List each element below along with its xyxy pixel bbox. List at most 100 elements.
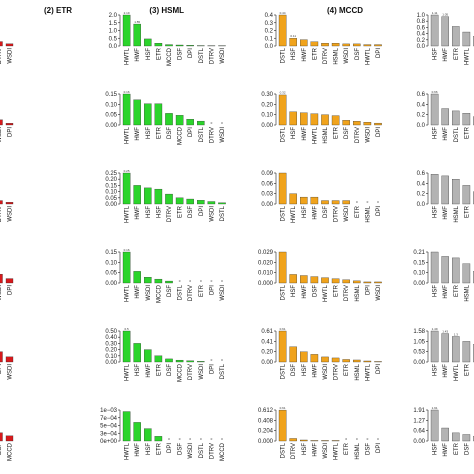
category-label: WSDI: [188, 443, 194, 459]
category-label: HWF: [135, 127, 141, 141]
bar: [441, 256, 449, 284]
category-label: HWTL: [125, 205, 131, 223]
bar: [363, 360, 372, 363]
column-title-mccd: (4) MCCD: [327, 6, 363, 15]
bar: [452, 336, 460, 363]
data-label: 1.05: [442, 12, 448, 16]
y-tick-label: 0.6: [417, 25, 426, 31]
category-label: HWTL: [125, 442, 131, 460]
y-tick-label: 1.05: [413, 339, 425, 345]
panel-hsml-row2: 0.00 0.05 0.10 0.15 0.16 HWTL HWF HSF ETR DSF MCCD…: [105, 90, 226, 145]
category-label: WSDI: [8, 48, 14, 64]
y-tick-label: 1.58: [413, 329, 425, 335]
y-tick-label: 0.40: [105, 335, 117, 341]
bar: [374, 361, 382, 363]
y-tick-label: 1e−03: [100, 408, 118, 414]
bar: [430, 93, 439, 126]
y-tick-label: 0.029: [258, 250, 274, 256]
bar: [207, 201, 216, 205]
bar: [165, 280, 173, 284]
bar: [363, 281, 372, 284]
panel-last-row6: 0.000.641.271.911.91HSFHWFETRDSFDSTLWSDI: [413, 406, 474, 457]
column-title-hsml: (3) HSML: [149, 6, 184, 15]
category-label: HWF: [443, 206, 449, 220]
y-tick-label: 0.0: [417, 44, 426, 50]
category-label: WSDI: [209, 206, 215, 222]
bar: [289, 274, 297, 284]
data-label: 1.55: [134, 20, 140, 24]
category-label: MCCD: [178, 363, 184, 382]
data-label: 0.16: [124, 248, 130, 252]
panel-mccd-row3: 0.00 0.03 0.06 0.09 DSTL HWTL HSF HWF DSF DTRV WSD…: [261, 171, 382, 223]
panel-last-row4: 0.000.100.150.21HSFHWFETRHSMLDSFDSTL: [413, 250, 474, 302]
category-label: HWF: [146, 364, 152, 378]
data-label: 0.66: [432, 90, 438, 94]
y-tick-label: 0.50: [105, 329, 117, 335]
panel-mccd-row5: 0.00 0.20 0.41 0.61 0.61 DSTL DSF HSF HWF WSDI DTR…: [261, 327, 382, 381]
bar: [374, 44, 382, 47]
y-tick-label: 0.010: [258, 271, 274, 277]
y-tick-label: 0.09: [261, 171, 273, 177]
bar: [321, 43, 329, 47]
data-label: 0: [179, 437, 181, 441]
category-label: DSF: [178, 443, 184, 455]
category-label: ETR: [178, 205, 184, 218]
category-label: HWTL: [365, 47, 371, 65]
y-tick-label: 0.0: [417, 202, 426, 208]
category-label: DTRV: [323, 48, 329, 64]
category-label: HSML: [464, 284, 470, 301]
panel-grid: RWIHWFHSFMCCDDSFDTRVWSDIRDHWFHSFHWTLHSML…: [0, 11, 474, 461]
bar: [452, 179, 460, 205]
data-label: 0: [367, 437, 369, 441]
category-label: HWTL: [312, 126, 318, 144]
category-label: HSML: [454, 205, 460, 222]
y-tick-label: 0.05: [105, 196, 117, 202]
panel-mccd-row4: 0.000 0.010 0.020 0.029 DSTL HSF HWF DSF HWTL ETR…: [258, 250, 382, 302]
y-tick-label: 7e−04: [100, 416, 118, 422]
bar: [342, 279, 350, 284]
category-label: DPI: [376, 127, 382, 137]
bar: [342, 359, 350, 363]
data-label: 0.61: [280, 406, 286, 410]
category-label: HSF: [146, 48, 152, 60]
category-label: DSTL: [281, 363, 287, 379]
category-label: HSML: [355, 363, 361, 380]
bar: [452, 257, 460, 284]
category-label: DSF: [365, 443, 371, 455]
category-label: ETR: [464, 363, 470, 376]
data-label: 0: [211, 437, 213, 441]
bar: [278, 94, 287, 126]
bar: [289, 38, 297, 47]
category-label: DTRV: [334, 364, 340, 380]
bar: [441, 175, 449, 205]
bar: [165, 113, 173, 126]
bar: [342, 200, 350, 205]
bar: [197, 120, 205, 126]
bar: [331, 440, 340, 442]
bar: [165, 44, 173, 47]
category-label: HSF: [156, 206, 162, 218]
bar: [144, 103, 152, 126]
category-label: HWF: [443, 48, 449, 62]
bar: [5, 278, 14, 284]
y-tick-label: 0.05: [105, 113, 117, 119]
category-label: MCCD: [220, 442, 226, 461]
category-label: ETR: [156, 442, 162, 455]
category-label: HWTL: [125, 47, 131, 65]
panel-etr-row5: HWFHSFHWTLMCCDDSFDPIWSDI: [0, 351, 14, 380]
category-label: ETR: [344, 363, 350, 376]
data-label: 0: [189, 279, 191, 283]
y-tick-label: 0.00: [261, 123, 273, 129]
category-label: DSF: [344, 127, 350, 139]
y-tick-label: 0.00: [105, 360, 117, 366]
bar: [462, 185, 471, 205]
panel-etr-row4: RWIHWFHSFHWTLHSMLWSDIDPI: [0, 273, 14, 301]
y-tick-label: 0.53: [413, 350, 425, 356]
bar: [331, 278, 340, 284]
bar: [363, 122, 372, 126]
category-label: HWF: [302, 285, 308, 299]
category-label: DSTL: [199, 126, 205, 142]
bar: [353, 280, 361, 284]
data-label: 0: [200, 437, 202, 441]
